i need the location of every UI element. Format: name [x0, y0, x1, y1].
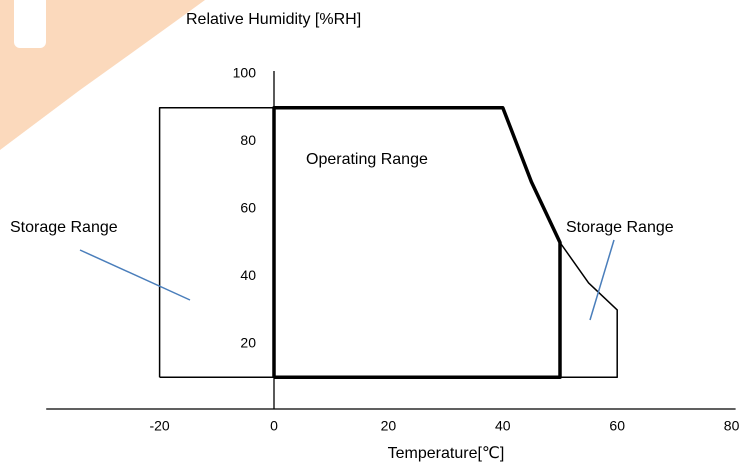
- y-axis-title: Relative Humidity [%RH]: [186, 11, 361, 28]
- range-outline: [160, 108, 618, 378]
- x-axis-title: Temperature[℃]: [388, 445, 505, 462]
- x-tick-label: 80: [724, 418, 740, 434]
- y-tick-label: 100: [233, 65, 257, 81]
- chart: -20 0 20 40 60 80 20 40 60 80 100 Relative Humidity…: [0, 0, 744, 466]
- leader-line: [590, 240, 614, 320]
- leader-line: [80, 250, 190, 300]
- x-tick-label: -20: [149, 418, 169, 434]
- range-outline: [274, 108, 560, 378]
- annotation: Operating Range: [306, 151, 428, 168]
- y-tick-label: 60: [240, 200, 256, 216]
- annotation: Storage Range: [566, 219, 674, 236]
- x-tick-label: 40: [495, 418, 511, 434]
- annotation: Storage Range: [10, 219, 118, 236]
- x-tick-label: 20: [381, 418, 397, 434]
- y-tick-label: 20: [240, 334, 256, 350]
- y-tick-label: 40: [240, 267, 256, 283]
- y-tick-label: 80: [240, 132, 256, 148]
- decoration: [0, 0, 205, 150]
- x-tick-label: 60: [609, 418, 625, 434]
- x-tick-label: 0: [270, 418, 278, 434]
